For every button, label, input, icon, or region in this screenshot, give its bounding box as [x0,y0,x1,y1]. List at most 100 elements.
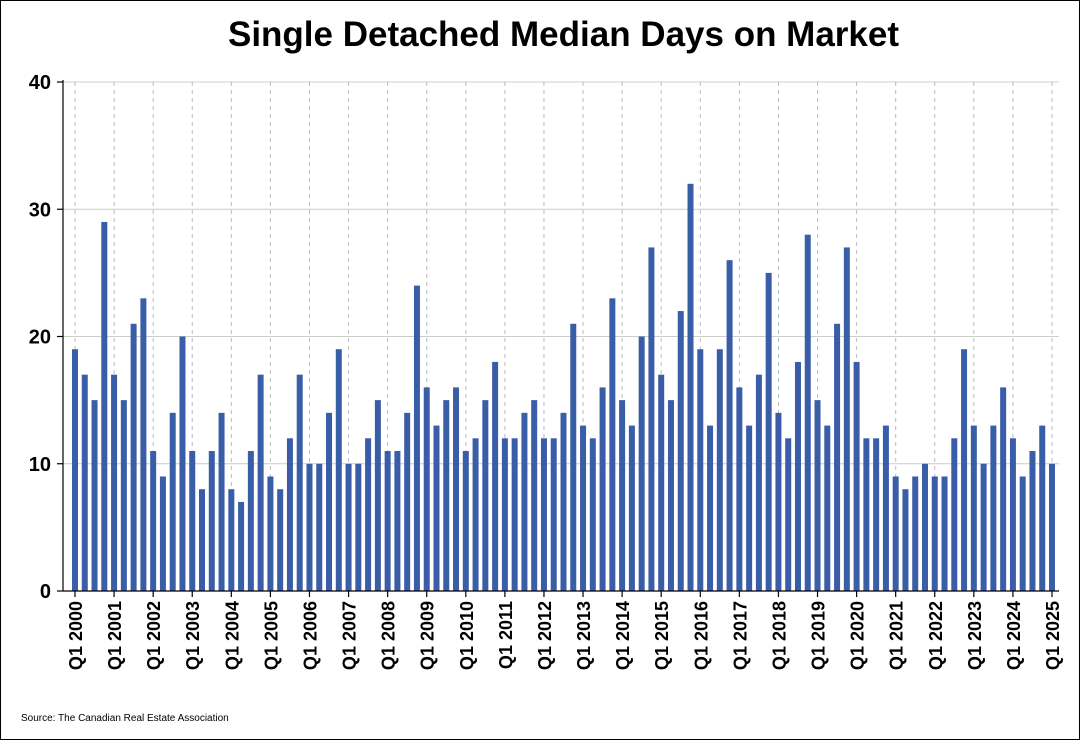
bar [921,463,928,591]
bar [443,400,450,591]
bar [648,247,655,592]
bar [834,323,841,591]
bar [941,476,948,591]
bar [199,489,206,591]
x-tick-label: Q1 2023 [965,601,985,670]
y-tick-label: 0 [40,581,51,603]
bar [873,438,880,591]
bar [453,387,460,591]
bar [980,463,987,591]
bar [531,400,538,591]
bar [482,400,489,591]
bar [765,272,772,591]
bar [658,374,665,591]
x-tick-label: Q1 2022 [926,601,946,670]
bar [521,412,528,591]
bar [550,438,557,591]
bar [726,260,733,591]
bar [580,425,587,591]
bar [931,476,938,591]
chart-title: Single Detached Median Days on Market [227,15,899,54]
x-tick-label: Q1 2018 [769,601,789,670]
bar [111,374,118,591]
bar [257,374,264,591]
bar [101,221,108,591]
bar [990,425,997,591]
x-tick-label: Q1 2000 [66,601,86,670]
bar [707,425,714,591]
x-tick-label: Q1 2013 [574,601,594,670]
x-tick-label: Q1 2016 [691,601,711,670]
bar [472,438,479,591]
x-tick-label: Q1 2017 [730,601,750,670]
x-tick-label: Q1 2004 [222,601,242,670]
x-tick-label: Q1 2001 [105,601,125,670]
x-tick-label: Q1 2005 [261,601,281,670]
bar [902,489,909,591]
x-tick-label: Q1 2008 [379,601,399,670]
bar [863,438,870,591]
bar [335,349,342,591]
bar [238,501,245,591]
bar [687,183,694,592]
bar [120,400,127,591]
bar [267,476,274,591]
bar [882,425,889,591]
bar [228,489,235,591]
bar [1019,476,1026,591]
source-note: Source: The Canadian Real Estate Associa… [21,713,229,724]
x-tick-label: Q1 2021 [887,601,907,670]
bar [316,463,323,591]
bar [179,336,186,591]
bar [413,285,420,591]
bar [511,438,518,591]
bar [599,387,606,591]
bar [746,425,753,591]
bar [277,489,284,591]
x-tick-label: Q1 2011 [496,601,516,669]
bar [218,412,225,591]
y-tick-label: 30 [29,199,51,221]
x-tick-label: Q1 2019 [809,601,829,670]
bar [716,349,723,591]
bar [824,425,831,591]
y-tick-label: 10 [29,454,51,476]
bar [208,451,215,591]
bar [755,374,762,591]
x-tick-label: Q1 2024 [1004,601,1024,670]
bar [1029,451,1036,591]
bar [892,476,899,591]
bar [150,451,157,591]
bar [843,247,850,592]
bar [247,451,254,591]
bar [492,361,499,591]
bar [365,438,372,591]
bar [345,463,352,591]
bar [1049,463,1055,591]
bar [814,400,821,591]
x-tick-label: Q1 2015 [652,601,672,670]
bar [609,298,616,591]
bar [81,374,88,591]
bar [570,323,577,591]
bar [619,400,626,591]
x-tick-label: Q1 2007 [340,601,360,670]
bar [72,349,78,591]
bar [433,425,440,591]
bar [785,438,792,591]
bar [951,438,958,591]
bar [560,412,567,591]
x-tick-label: Q1 2009 [418,601,438,670]
bar [130,323,137,591]
x-tick-label: Q1 2012 [535,601,555,670]
bar [628,425,635,591]
bar [1009,438,1016,591]
x-tick-label: Q1 2020 [848,601,868,670]
bar [394,451,401,591]
bar [794,361,801,591]
bar [677,311,684,591]
x-tick-label: Q1 2006 [300,601,320,670]
bar [697,349,704,591]
bar [667,400,674,591]
